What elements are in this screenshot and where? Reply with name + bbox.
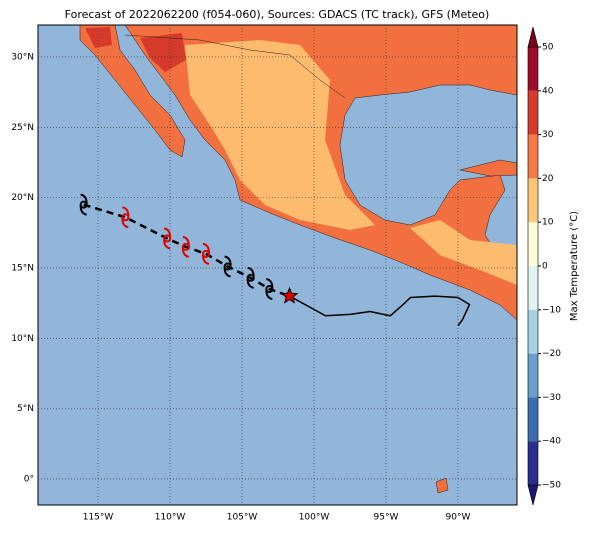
hot-region: [85, 27, 112, 48]
cyclone-symbol: [79, 193, 88, 216]
cyclone-arm: [79, 193, 88, 216]
cyclone-symbol: [163, 227, 172, 250]
lon-label: 105°W: [227, 513, 258, 523]
colorbar-tick-label: −20: [542, 349, 561, 359]
colorbar-tick-label: 30: [542, 130, 554, 140]
colorbar-segment: [528, 90, 538, 135]
cyclone-arm: [265, 278, 274, 301]
cyclone-symbol: [223, 255, 232, 278]
colorbar-extend: [527, 484, 539, 506]
lat-label: 20°N: [11, 193, 34, 203]
cyclone-eye: [265, 285, 274, 294]
lon-label: 100°W: [299, 513, 330, 523]
cyclone-symbol: [121, 206, 130, 229]
cyclone-symbol: [202, 242, 211, 265]
current-position: [280, 286, 299, 304]
cyclone-arm: [163, 227, 172, 250]
colorbar-tick-label: 40: [542, 86, 554, 96]
colorbar-segment: [528, 441, 538, 485]
colorbar-tick-label: 10: [542, 218, 554, 228]
cyclone-arm: [202, 242, 211, 265]
cyclone-arm: [121, 206, 130, 229]
lat-label: 5°N: [17, 404, 34, 414]
colorbar-segment: [528, 397, 538, 442]
cyclone-arm: [181, 235, 190, 258]
warm-region: [410, 220, 517, 285]
colorbar-tick-label: −10: [542, 305, 561, 315]
cyclone-eye: [79, 200, 88, 209]
colorbar-segment: [528, 266, 538, 310]
lon-label: 115°W: [83, 513, 114, 523]
colorbar-segment: [528, 309, 538, 354]
colorbar-extend: [527, 26, 539, 48]
lon-label: 90°W: [446, 513, 471, 523]
colorbar-segment: [528, 353, 538, 398]
cyclone-arm: [223, 255, 232, 278]
colorbar-tick-label: −50: [542, 481, 561, 491]
cyclone-symbol: [181, 235, 190, 258]
colorbar-label: Max Temperature (°C): [569, 211, 580, 321]
cyclone-eye: [163, 234, 172, 243]
lon-label: 110°W: [155, 513, 186, 523]
cyclone-eye: [223, 262, 232, 271]
land-island: [435, 477, 449, 494]
cyclone-eye: [121, 213, 130, 222]
cyclone-arm: [246, 266, 255, 289]
colorbar-tick-label: 20: [542, 174, 554, 184]
colorbar-segment: [528, 222, 538, 266]
cyclone-symbol: [246, 266, 255, 289]
lat-label: 30°N: [11, 52, 34, 62]
lat-label: 15°N: [11, 263, 34, 273]
lon-label: 95°W: [374, 513, 399, 523]
forecast-track: [83, 203, 290, 298]
lat-label: 0°: [24, 474, 34, 484]
land-cuba: [459, 159, 517, 177]
colorbar-tick-label: −40: [542, 437, 561, 447]
cyclone-eye: [181, 242, 190, 251]
cyclone-eye: [246, 273, 255, 282]
colorbar-segment: [528, 47, 538, 91]
past-track: [289, 295, 471, 327]
warm-region: [185, 40, 375, 230]
colorbar-tick-label: 50: [542, 43, 554, 53]
colorbar-tick-label: −30: [542, 393, 561, 403]
lat-label: 25°N: [11, 123, 34, 133]
map-title: Forecast of 2022062200 (f054-060), Sourc…: [65, 8, 490, 21]
lat-label: 10°N: [11, 334, 34, 344]
map-frame: [37, 24, 518, 506]
border: [124, 34, 346, 99]
colorbar-segment: [528, 178, 538, 223]
colorbar-segment: [528, 134, 538, 179]
hot-region: [140, 33, 186, 72]
cyclone-symbol: [265, 278, 274, 301]
cyclone-eye: [202, 249, 211, 258]
colorbar-tick-label: 0: [542, 262, 548, 272]
